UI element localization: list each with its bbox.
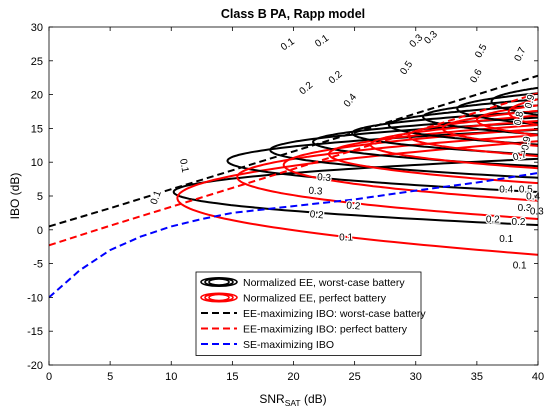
x-tick-label: 5 [107,371,113,383]
x-tick-label: 20 [287,371,299,383]
y-tick-label: 15 [31,123,43,135]
legend-label: EE-maximizing IBO: worst-case battery [243,308,426,320]
contour-label: 0.7 [512,149,529,163]
x-axis-label: SNRSAT (dB) [259,392,326,408]
x-tick-label: 15 [226,371,238,383]
contour-label: 0.9 [520,135,533,151]
contour-label: 0.3 [317,172,332,184]
contour-line-0.6-worst-case [387,104,538,146]
dashed-series [49,74,538,299]
contour-label: 0.8 [513,110,526,126]
legend-contour-swatch [208,293,230,302]
y-tick-label: -5 [33,259,43,271]
contour-label: 0.2 [346,200,361,212]
contour-line-0.3-perfect [282,128,538,202]
contour-line-0.1-worst-case [172,157,538,227]
contour-label: 0.1 [177,158,190,174]
legend: Normalized EE, worst-case battery Normali… [195,271,426,356]
contour-line-0.7-perfect [441,109,538,147]
contour-label: 0.4 [526,192,540,203]
y-tick-label: -15 [27,326,43,338]
contour-label: 0.1 [513,260,527,271]
chart-title: Class B PA, Rapp model [221,7,365,21]
legend-box [195,271,422,356]
y-tick-label: 0 [37,225,43,237]
x-tick-label: 40 [532,371,544,383]
y-tick-label: 5 [37,191,43,203]
x-axis-label-subscript: SAT [285,398,301,408]
x-tick-label: 0 [46,371,52,383]
legend-label: SE-maximizing IBO [243,339,334,351]
x-tick-label: 35 [471,371,483,383]
x-tick-label: 30 [410,371,422,383]
y-axis-label: IBO (dB) [8,173,22,220]
contour-line-0.9-worst-case [490,86,538,116]
contour-line-0.2-perfect [236,134,538,220]
x-tick-label: 10 [165,371,177,383]
legend-label: Normalized EE, worst-case battery [243,277,405,289]
y-tick-label: 30 [31,22,43,34]
y-tick-label: -10 [27,292,43,304]
x-axis-label-main: SNR [259,392,285,406]
contour-labels: 0.1 0.10.20.20.30.30.40.50.50.60.70.90.80… [148,27,546,272]
contour-label: 0.3 [308,186,323,198]
contour-label: 0.3 [530,206,544,217]
y-tick-label: 25 [31,56,43,68]
y-tick-label: -20 [27,360,43,372]
axis-ticks: 0 5 10 15 20 25 30 35 40 -20 -15 -10 -5 0 5 10 15 20 25 30 [27,22,544,383]
contour-label: 0.9 [523,93,537,110]
contour-label: 0.1 [339,233,353,244]
contour-line-0.5-worst-case [351,110,538,156]
series-line-2 [49,172,538,299]
contour-line-0.7-worst-case [422,98,538,136]
legend-label: EE-maximizing IBO: perfect battery [243,324,408,336]
legend-contour-swatch [208,278,230,286]
y-tick-label: 20 [31,90,43,102]
series-line-1 [49,92,538,247]
contour-line-0.8-perfect [475,104,538,137]
contour-label: 0.2 [486,214,500,225]
contour-label: 0.4 [499,185,513,196]
contour-line-0.8-worst-case [456,92,538,126]
series-line-0 [49,74,538,228]
x-tick-label: 25 [349,371,361,383]
contour-label: 0.5 [519,185,533,196]
x-axis-label-unit: (dB) [301,392,327,406]
contour-line-0.1-perfect [176,140,538,256]
contour-label: 0.3 [518,203,532,214]
legend-label: Normalized EE, perfect battery [243,293,387,305]
contour-label: 0.2 [309,209,324,221]
contour-line-0.4-perfect [328,124,538,185]
contour-label: 0.2 [511,217,525,228]
contour-line-0.4-worst-case [312,116,538,168]
contour-line-0.9-perfect [507,98,538,127]
y-tick-label: 10 [31,157,43,169]
contour-label: 0.1 [499,234,513,245]
